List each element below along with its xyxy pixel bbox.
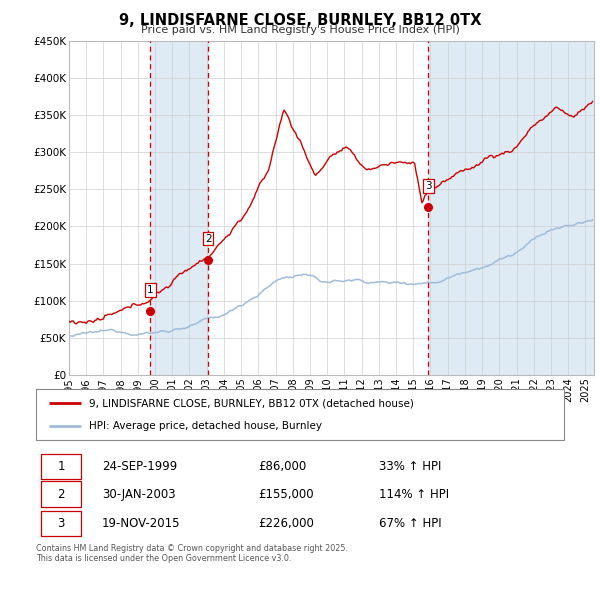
Text: 67% ↑ HPI: 67% ↑ HPI [379,517,442,530]
Text: 3: 3 [425,181,432,191]
Text: 114% ↑ HPI: 114% ↑ HPI [379,487,449,501]
FancyBboxPatch shape [41,510,81,536]
FancyBboxPatch shape [41,481,81,507]
Text: 19-NOV-2015: 19-NOV-2015 [102,517,181,530]
Text: 9, LINDISFARNE CLOSE, BURNLEY, BB12 0TX: 9, LINDISFARNE CLOSE, BURNLEY, BB12 0TX [119,13,481,28]
Text: £155,000: £155,000 [258,487,313,501]
Text: £86,000: £86,000 [258,460,306,473]
Text: 24-SEP-1999: 24-SEP-1999 [102,460,177,473]
Bar [151,41,208,375]
FancyBboxPatch shape [41,454,81,480]
Text: Price paid vs. HM Land Registry's House Price Index (HPI): Price paid vs. HM Land Registry's House … [140,25,460,35]
Text: 1: 1 [147,284,154,294]
Text: 2: 2 [58,487,65,501]
Text: 9, LINDISFARNE CLOSE, BURNLEY, BB12 0TX (detached house): 9, LINDISFARNE CLOSE, BURNLEY, BB12 0TX … [89,398,413,408]
Bar [428,41,594,375]
Text: 3: 3 [58,517,65,530]
Text: 1: 1 [58,460,65,473]
Text: 33% ↑ HPI: 33% ↑ HPI [379,460,442,473]
Text: 30-JAN-2003: 30-JAN-2003 [102,487,176,501]
Text: 2: 2 [205,234,211,244]
Text: HPI: Average price, detached house, Burnley: HPI: Average price, detached house, Burn… [89,421,322,431]
Text: £226,000: £226,000 [258,517,314,530]
FancyBboxPatch shape [36,389,564,440]
Text: Contains HM Land Registry data © Crown copyright and database right 2025.
This d: Contains HM Land Registry data © Crown c… [36,544,348,563]
